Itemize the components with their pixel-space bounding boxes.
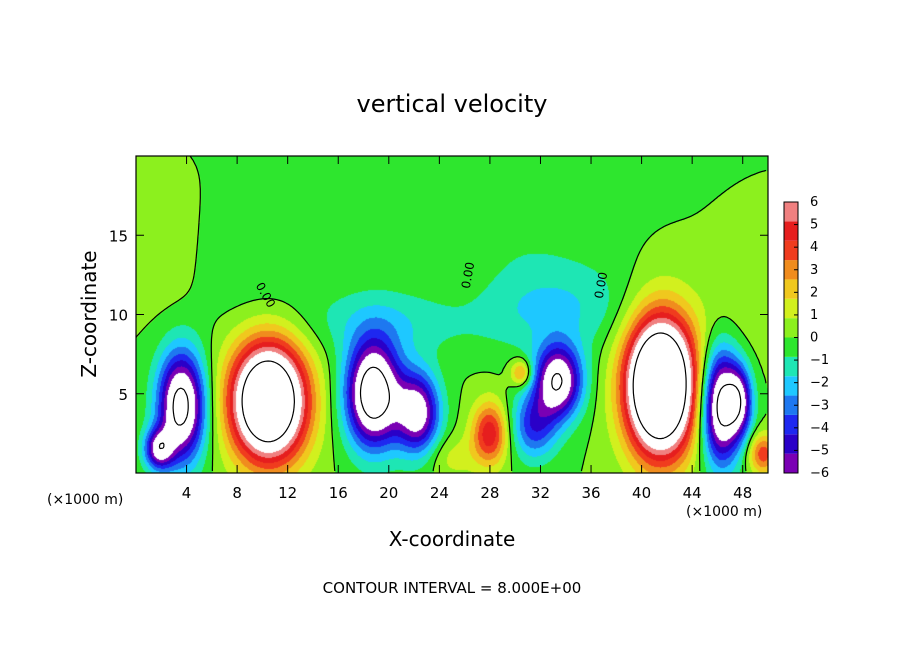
colorbar-label: 6 [810, 195, 818, 210]
x-tick-label: 32 [531, 484, 550, 502]
x-tick-label: 20 [379, 484, 398, 502]
colorbar-swatch [784, 240, 798, 261]
colorbar-swatch [784, 434, 798, 454]
x-tick-label: 16 [329, 484, 348, 502]
colorbar-swatch [784, 395, 798, 415]
colorbar-label: −3 [810, 398, 829, 413]
colorbar-swatch [784, 376, 798, 396]
x-tick-label: 24 [430, 484, 449, 502]
x-tick-label: 12 [278, 484, 297, 502]
colorbar-label: −1 [810, 353, 829, 368]
colorbar-swatch [784, 337, 798, 357]
x-tick-label: 40 [632, 484, 651, 502]
colorbar-swatch [784, 356, 798, 377]
y-tick-label: 5 [118, 386, 128, 404]
contour-lines [135, 155, 767, 472]
x-axis-label: X-coordinate [389, 527, 516, 551]
velocity-field-heatmap [136, 156, 768, 473]
colorbar-swatch [784, 414, 798, 435]
x-unit-label-left: (×1000 m) [47, 492, 123, 508]
contour-interval-note: CONTOUR INTERVAL = 8.000E+00 [323, 579, 582, 597]
x-tick-label: 44 [683, 484, 702, 502]
colorbar-swatch [784, 260, 798, 280]
colorbar-label: 4 [810, 240, 818, 255]
colorbar-label: −4 [810, 421, 829, 436]
chart-title: vertical velocity [357, 90, 548, 118]
colorbar: 6 5 4 3 2 1 0 −1 −2 −3 −4 −5 −6 [783, 195, 829, 481]
x-axis: 4 8 12 16 20 24 28 32 36 40 44 48 [182, 156, 752, 502]
colorbar-label: −5 [810, 443, 829, 458]
y-axis-label: Z-coordinate [77, 250, 101, 377]
contour-interval-value: 8.000E+00 [497, 579, 581, 597]
colorbar-swatch [784, 221, 798, 241]
plot-area: 0.00 0.00 0.00 4 8 12 16 20 24 28 32 36 40 44 48 51… [109, 155, 769, 502]
x-tick-label: 36 [581, 484, 600, 502]
colorbar-label: −6 [810, 466, 829, 481]
contour-interval-label: CONTOUR INTERVAL = 8.000E+00 [323, 579, 582, 597]
colorbar-swatch [784, 298, 798, 319]
colorbar-label: 2 [810, 285, 818, 300]
colorbar-swatch [784, 202, 798, 222]
y-tick-label: 15 [109, 227, 128, 245]
x-tick-label: 4 [182, 484, 192, 502]
contour-label: 0.00 [459, 261, 477, 290]
x-tick-label: 28 [480, 484, 499, 502]
contour-positive [241, 332, 687, 443]
x-tick-label: 48 [733, 484, 752, 502]
colorbar-swatch [784, 318, 798, 338]
contour-label: 0.00 [592, 271, 610, 300]
colorbar-label: 3 [810, 263, 818, 278]
x-unit-label-right: (×1000 m) [686, 504, 762, 520]
colorbar-swatch [784, 453, 798, 473]
y-axis: 5 10 15 [109, 227, 768, 404]
colorbar-label: 1 [810, 308, 818, 323]
x-tick-label: 8 [232, 484, 242, 502]
y-tick-label: 10 [109, 307, 128, 325]
colorbar-label: 5 [810, 218, 818, 233]
colorbar-label: 0 [810, 331, 818, 346]
colorbar-swatch [784, 279, 798, 299]
contour-negative [158, 366, 742, 450]
contour-zero [135, 155, 767, 472]
colorbar-label: −2 [810, 376, 829, 391]
